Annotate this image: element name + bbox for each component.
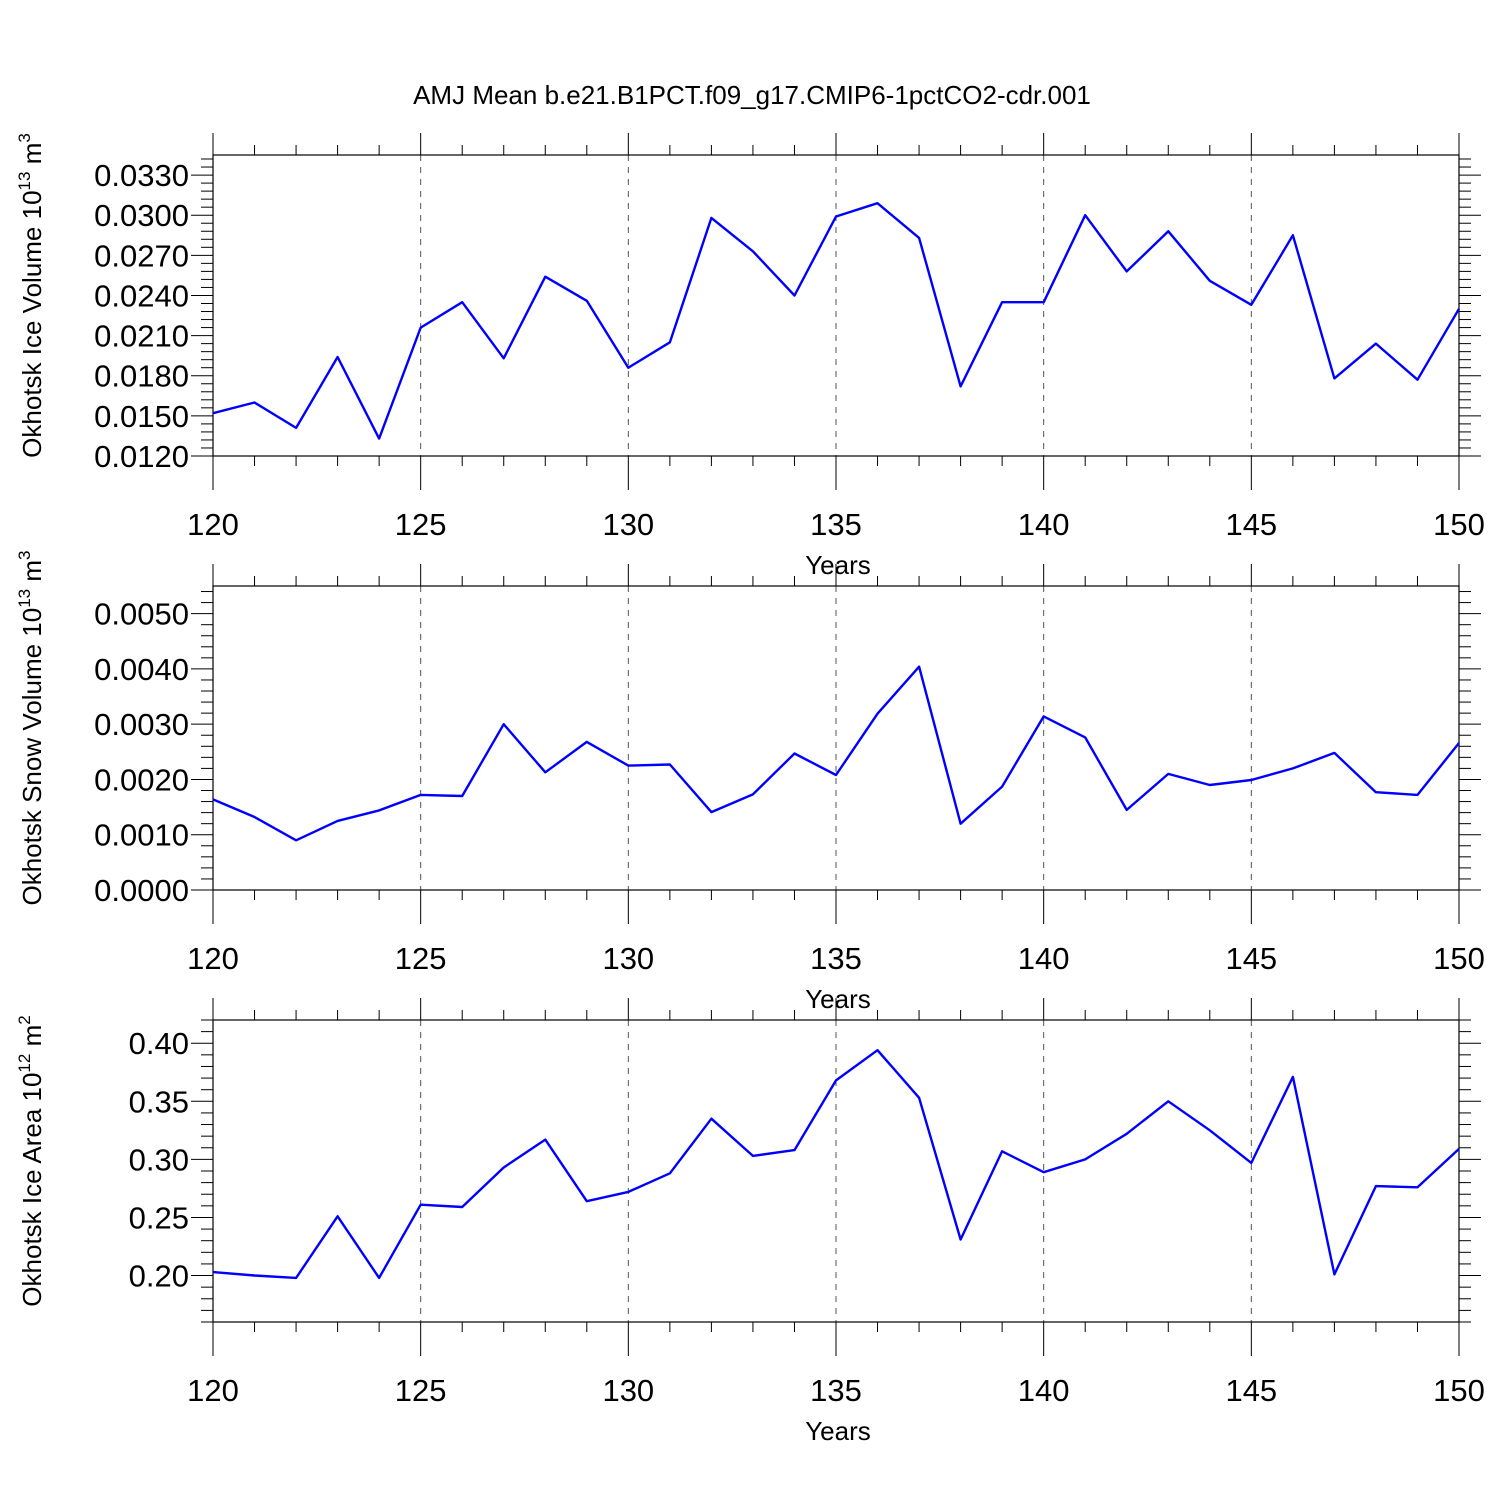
chart-panel-1: 120 125 130 135 140 145 150 0.0120 0.0150 0.0180 0… bbox=[15, 133, 1485, 580]
x-tick-label: 130 bbox=[602, 507, 654, 542]
y-tick-label: 0.0120 bbox=[94, 439, 189, 474]
x-tick-label: 120 bbox=[187, 507, 239, 542]
x-tick-label: 150 bbox=[1433, 941, 1485, 976]
x-tick-label: 130 bbox=[602, 1373, 654, 1408]
x-tick-label: 140 bbox=[1018, 507, 1070, 542]
y-tick-label: 0.0030 bbox=[94, 707, 189, 742]
x-tick-label: 135 bbox=[810, 507, 862, 542]
y-tick-label: 0.0050 bbox=[94, 597, 189, 632]
y-tick-label: 0.0010 bbox=[94, 818, 189, 853]
y-tick-label: 0.0000 bbox=[94, 873, 189, 908]
y-tick-label: 0.0020 bbox=[94, 762, 189, 797]
plot-frame bbox=[212, 585, 1460, 891]
y-tick-label: 0.20 bbox=[129, 1259, 189, 1294]
x-tick-label: 130 bbox=[602, 941, 654, 976]
x-tick-label: 125 bbox=[395, 1373, 447, 1408]
y-tick-label: 0.0330 bbox=[94, 158, 189, 193]
x-tick-label: 150 bbox=[1433, 507, 1485, 542]
y-tick-label: 0.35 bbox=[129, 1084, 189, 1119]
figure-title: AMJ Mean b.e21.B1PCT.f09_g17.CMIP6-1pctC… bbox=[413, 80, 1091, 110]
y-tick-label: 0.30 bbox=[129, 1142, 189, 1177]
y-tick-label: 0.0180 bbox=[94, 359, 189, 394]
x-axis-label: Years bbox=[805, 550, 871, 580]
y-tick-label: 0.25 bbox=[129, 1200, 189, 1235]
x-tick-label: 140 bbox=[1018, 941, 1070, 976]
x-tick-label: 120 bbox=[187, 941, 239, 976]
chart-panel-3: 120 125 130 135 140 145 150 0.20 0.25 0.30 0.35 0.4… bbox=[15, 998, 1485, 1446]
x-tick-label: 120 bbox=[187, 1373, 239, 1408]
x-tick-label: 150 bbox=[1433, 1373, 1485, 1408]
y-axis-label: Okhotsk Snow Volume 1013 m3 bbox=[15, 551, 47, 906]
x-tick-label: 145 bbox=[1225, 1373, 1277, 1408]
x-tick-label: 140 bbox=[1018, 1373, 1070, 1408]
chart-panel-2: 120 125 130 135 140 145 150 0.0000 0.0010 0.0020 0… bbox=[15, 551, 1485, 1015]
x-tick-label: 145 bbox=[1225, 507, 1277, 542]
x-tick-label: 135 bbox=[810, 941, 862, 976]
chart-panels: 120 125 130 135 140 145 150 0.0120 0.0150 0.0180 0… bbox=[15, 133, 1485, 1446]
y-tick-label: 0.0150 bbox=[94, 399, 189, 434]
y-tick-label: 0.0240 bbox=[94, 278, 189, 313]
x-tick-label: 145 bbox=[1225, 941, 1277, 976]
x-axis-label: Years bbox=[805, 1416, 871, 1446]
y-tick-label: 0.0210 bbox=[94, 319, 189, 354]
y-tick-label: 0.40 bbox=[129, 1026, 189, 1061]
y-axis-label: Okhotsk Ice Area 1012 m2 bbox=[15, 1015, 47, 1306]
x-tick-label: 125 bbox=[395, 507, 447, 542]
x-tick-label: 125 bbox=[395, 941, 447, 976]
x-axis-label: Years bbox=[805, 984, 871, 1014]
y-tick-label: 0.0040 bbox=[94, 652, 189, 687]
y-tick-label: 0.0300 bbox=[94, 198, 189, 233]
series-line bbox=[212, 665, 1460, 842]
series-line bbox=[212, 201, 1461, 440]
y-axis-label: Okhotsk Ice Volume 1013 m3 bbox=[15, 133, 47, 458]
x-tick-label: 135 bbox=[810, 1373, 862, 1408]
y-tick-label: 0.0270 bbox=[94, 238, 189, 273]
